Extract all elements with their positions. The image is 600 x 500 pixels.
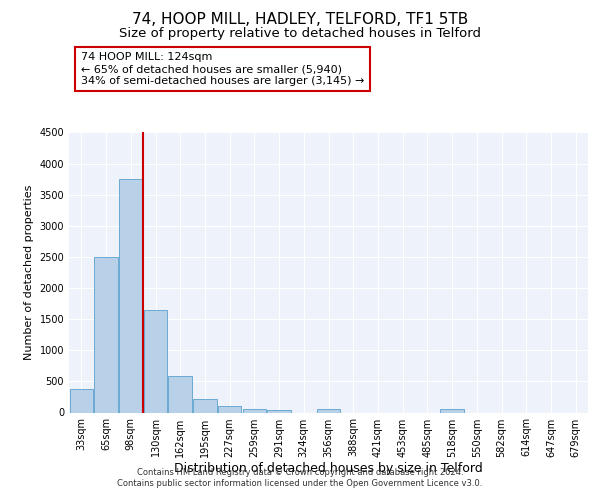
Bar	[242, 409, 266, 412]
Bar	[144, 310, 167, 412]
Bar	[440, 410, 464, 412]
Text: Contains HM Land Registry data © Crown copyright and database right 2024.
Contai: Contains HM Land Registry data © Crown c…	[118, 468, 482, 487]
Text: Size of property relative to detached houses in Telford: Size of property relative to detached ho…	[119, 28, 481, 40]
Bar	[70, 390, 93, 412]
Text: 74 HOOP MILL: 124sqm
← 65% of detached houses are smaller (5,940)
34% of semi-de: 74 HOOP MILL: 124sqm ← 65% of detached h…	[81, 52, 364, 86]
Bar	[317, 410, 340, 412]
X-axis label: Distribution of detached houses by size in Telford: Distribution of detached houses by size …	[174, 462, 483, 475]
Bar	[94, 257, 118, 412]
Bar	[218, 406, 241, 412]
Bar	[268, 410, 291, 412]
Bar	[193, 399, 217, 412]
Bar	[169, 376, 192, 412]
Text: 74, HOOP MILL, HADLEY, TELFORD, TF1 5TB: 74, HOOP MILL, HADLEY, TELFORD, TF1 5TB	[132, 12, 468, 28]
Bar	[119, 179, 143, 412]
Y-axis label: Number of detached properties: Number of detached properties	[24, 185, 34, 360]
